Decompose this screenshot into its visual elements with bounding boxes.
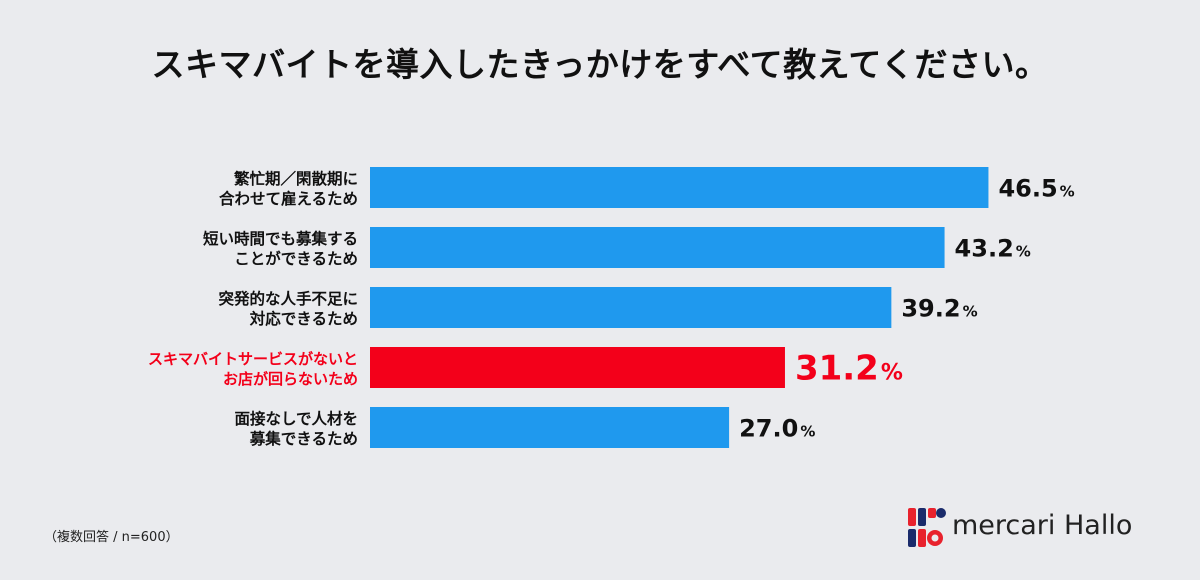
value-label: 31.2% [795, 349, 903, 389]
bar-chart: 繁忙期／閑散期に合わせて雇えるため 46.5 % 短い時間でも募集することができるため… [148, 167, 1075, 448]
value-unit: % [800, 423, 815, 441]
category-label-line: スキマバイトサービスがないと [148, 350, 358, 368]
category-label: 突発的な人手不足に対応できるため [218, 289, 358, 328]
category-label-line: 募集できるため [249, 429, 358, 448]
brand-logo: mercari Hallo [906, 505, 1166, 549]
category-label-line: ことができるため [234, 249, 358, 268]
value-number: 31.2 [795, 349, 879, 389]
value-unit: % [1016, 243, 1031, 261]
category-label-line: 繁忙期／閑散期に [234, 169, 358, 188]
footnote: （複数回答 / n=600） [44, 530, 179, 545]
category-label: 短い時間でも募集することができるため [203, 229, 358, 268]
value-label: 39.2% [901, 295, 977, 323]
value-number: 39.2 [901, 295, 960, 323]
value-unit: % [963, 303, 978, 321]
value-unit: % [1060, 183, 1075, 201]
bar [370, 287, 892, 328]
value-label: 27.0% [739, 415, 815, 443]
bar [370, 407, 730, 448]
value-label: 46.5% [998, 175, 1074, 203]
bar [370, 347, 785, 388]
category-label: 繁忙期／閑散期に合わせて雇えるため [219, 169, 358, 208]
category-label: 面接なしで人材を募集できるため [234, 409, 358, 448]
category-label-line: お店が回らないため [223, 370, 358, 388]
category-label: スキマバイトサービスがないとお店が回らないため [148, 350, 358, 388]
category-label-line: 対応できるため [249, 309, 358, 328]
bar [370, 227, 945, 268]
category-label-line: 面接なしで人材を [234, 409, 358, 428]
value-label: 43.2% [955, 235, 1031, 263]
value-number: 46.5 [998, 175, 1057, 203]
bar [370, 167, 989, 208]
mercari-hallo-logo-icon [908, 508, 946, 547]
category-label-line: 短い時間でも募集する [203, 229, 358, 248]
value-unit: % [881, 361, 903, 386]
value-number: 43.2 [955, 235, 1014, 263]
chart-title: スキマバイトを導入したきっかけをすべて教えてください。 [151, 45, 1049, 84]
category-label-line: 合わせて雇えるため [219, 189, 358, 208]
value-number: 27.0 [739, 415, 798, 443]
category-label-line: 突発的な人手不足に [218, 289, 358, 308]
brand-name: mercari Hallo [952, 510, 1133, 541]
